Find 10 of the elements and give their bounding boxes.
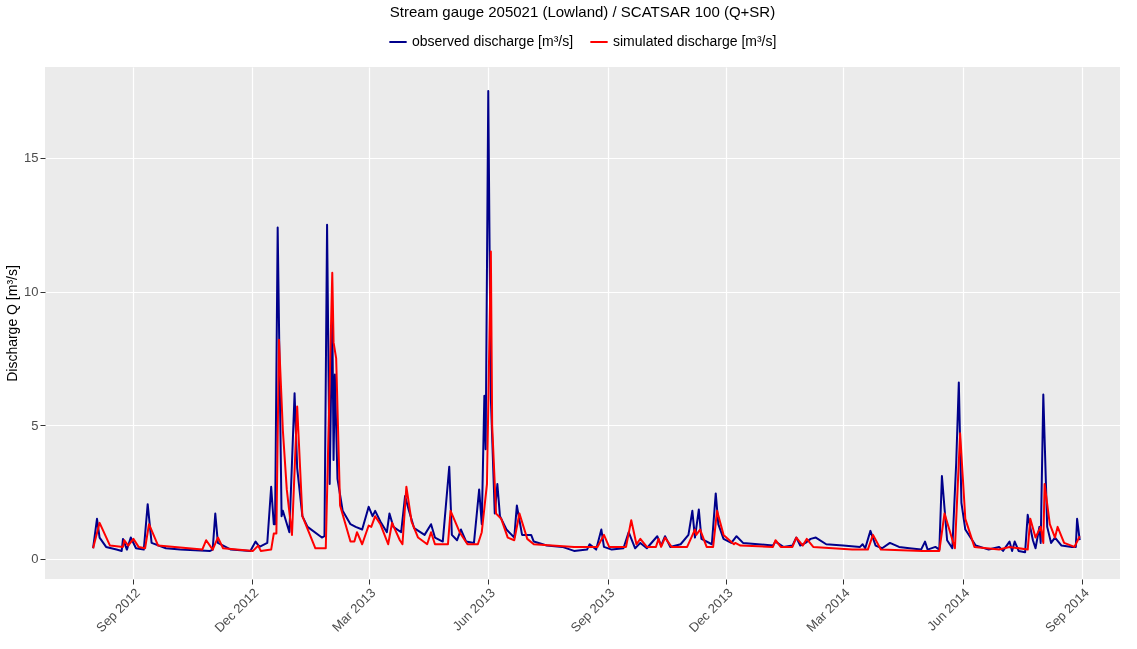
y-tick-label: 15 [24,150,39,166]
y-tick-label: 5 [31,417,39,433]
chart-title: Stream gauge 205021 (Lowland) / SCATSAR 100 (Q+SR) [389,3,776,20]
y-tick-label: 0 [31,551,39,567]
legend-label: simulated discharge [m³/s] [613,33,777,49]
y-axis-title: Discharge Q [m³/s] [4,265,21,382]
y-tick-label: 10 [24,284,39,300]
legend-label: observed discharge [m³/s] [412,33,574,49]
line-series [92,250,1081,552]
line-series [92,90,1081,554]
